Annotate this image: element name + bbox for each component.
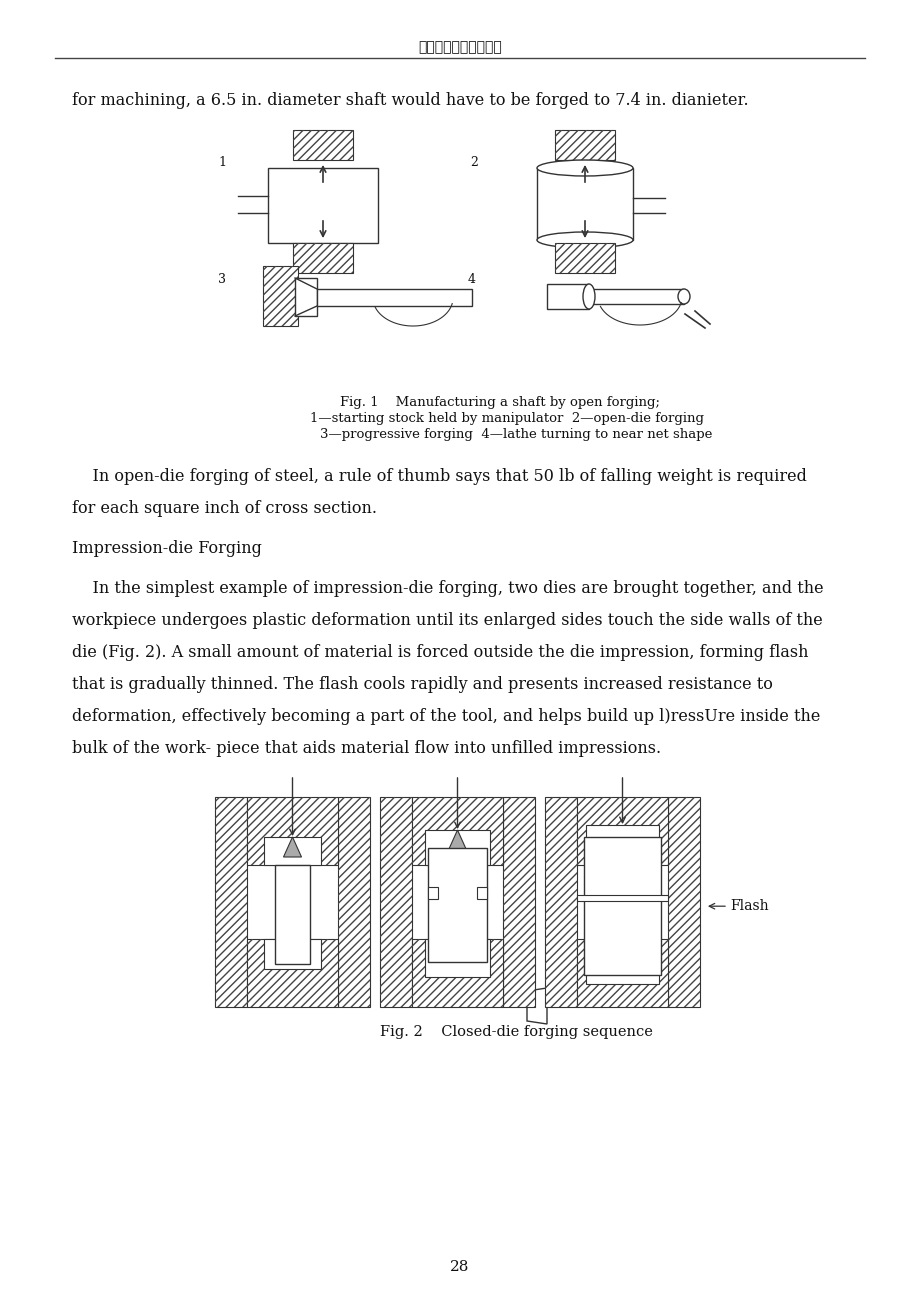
Text: Fig. 2    Closed-die forging sequence: Fig. 2 Closed-die forging sequence (380, 1025, 652, 1039)
Text: that is gradually thinned. The flash cools rapidly and presents increased resist: that is gradually thinned. The flash coo… (72, 676, 772, 693)
Polygon shape (283, 837, 301, 857)
Bar (246, 797, 337, 865)
Bar (544, 797, 576, 1006)
Bar (503, 797, 535, 1006)
Text: bulk of the work- piece that aids material flow into unfilled impressions.: bulk of the work- piece that aids materi… (72, 740, 661, 756)
Bar (537, 168, 632, 240)
Bar (667, 797, 699, 1006)
Bar (412, 939, 503, 1006)
Bar (275, 865, 310, 963)
Bar (246, 939, 337, 1006)
Bar (427, 887, 437, 900)
Bar (554, 130, 614, 160)
Bar (576, 797, 667, 865)
Bar (215, 797, 246, 1006)
Bar (264, 939, 321, 969)
Bar (547, 284, 588, 309)
Ellipse shape (583, 284, 595, 309)
Polygon shape (527, 988, 547, 1023)
Text: In the simplest example of impression-die forging, two dies are brought together: In the simplest example of impression-di… (72, 579, 823, 598)
Text: Impression-die Forging: Impression-die Forging (72, 540, 262, 557)
Text: 1: 1 (218, 156, 226, 169)
Text: 2: 2 (470, 156, 477, 169)
Text: 4: 4 (468, 273, 475, 286)
Ellipse shape (537, 232, 632, 247)
Text: Flash: Flash (729, 900, 767, 913)
Text: 3—progressive forging  4—lathe turning to near net shape: 3—progressive forging 4—lathe turning to… (320, 428, 711, 441)
Bar (292, 130, 353, 160)
Bar (554, 243, 614, 273)
Bar (295, 279, 317, 316)
Ellipse shape (677, 289, 689, 303)
Bar (337, 797, 369, 1006)
Text: workpiece undergoes plastic deformation until its enlarged sides touch the side : workpiece undergoes plastic deformation … (72, 612, 822, 629)
Bar (576, 797, 667, 865)
Bar (380, 797, 412, 1006)
Text: for machining, a 6.5 in. diameter shaft would have to be forged to 7.4 in. diani: for machining, a 6.5 in. diameter shaft … (72, 92, 748, 109)
Bar (380, 797, 412, 1006)
Ellipse shape (537, 160, 632, 176)
Bar (585, 939, 658, 984)
Bar (337, 797, 369, 1006)
Bar (584, 837, 661, 975)
Bar (503, 797, 535, 1006)
Bar (292, 243, 353, 273)
Bar (412, 939, 503, 1006)
Bar (292, 243, 353, 273)
Bar (477, 887, 486, 900)
Text: 1—starting stock held by manipulator  2—open-die forging: 1—starting stock held by manipulator 2—o… (310, 411, 703, 424)
Text: for each square inch of cross section.: for each square inch of cross section. (72, 500, 377, 517)
Text: In open-die forging of steel, a rule of thumb says that 50 lb of falling weight : In open-die forging of steel, a rule of … (72, 467, 806, 486)
Text: Fig. 1    Manufacturing a shaft by open forging;: Fig. 1 Manufacturing a shaft by open for… (340, 396, 659, 409)
Text: die (Fig. 2). A small amount of material is forced outside the die impression, f: die (Fig. 2). A small amount of material… (72, 644, 808, 661)
Bar (292, 130, 353, 160)
Text: 28: 28 (449, 1260, 470, 1273)
Bar (576, 939, 667, 1006)
Bar (246, 939, 337, 1006)
Bar (267, 168, 378, 243)
Bar (544, 797, 576, 1006)
Bar (425, 939, 490, 976)
Bar (585, 825, 658, 865)
Bar (263, 266, 298, 326)
Bar (576, 894, 667, 901)
Bar (412, 797, 503, 865)
Polygon shape (448, 829, 466, 850)
Bar (554, 243, 614, 273)
Bar (588, 289, 683, 303)
Bar (263, 266, 298, 326)
Bar (215, 797, 246, 1006)
Text: 3: 3 (218, 273, 226, 286)
Bar (264, 837, 321, 865)
Text: 沈阳理工大学学位论文: 沈阳理工大学学位论文 (417, 40, 502, 53)
Bar (554, 130, 614, 160)
Bar (317, 289, 471, 306)
Bar (412, 797, 503, 865)
Bar (425, 829, 490, 865)
Bar (246, 797, 337, 865)
Bar (427, 848, 486, 962)
Text: deformation, effectively becoming a part of the tool, and helps build up l)ressU: deformation, effectively becoming a part… (72, 708, 820, 725)
Bar (667, 797, 699, 1006)
Bar (576, 939, 667, 1006)
